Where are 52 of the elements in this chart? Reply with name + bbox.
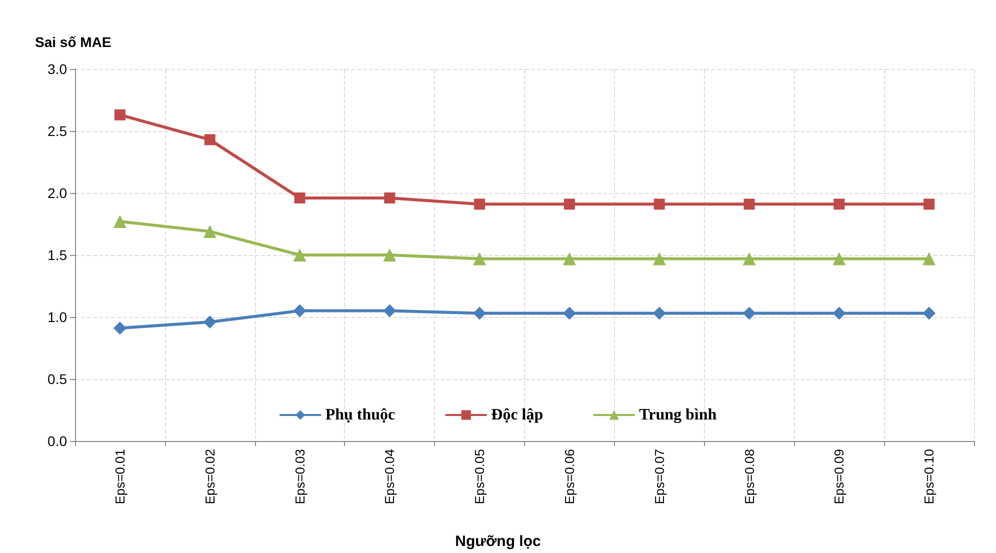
x-tick-label: Eps=0.09 bbox=[832, 449, 847, 504]
x-tick-label: Eps=0.05 bbox=[472, 449, 488, 504]
point bbox=[113, 215, 126, 228]
point bbox=[474, 198, 486, 210]
x-tick-label: Eps=0.10 bbox=[922, 449, 937, 504]
y-tick-label: 0.0 bbox=[48, 433, 68, 449]
legend-label: Phụ thuộc bbox=[325, 406, 396, 424]
point bbox=[562, 252, 576, 266]
point bbox=[294, 192, 306, 204]
x-tick-label: Eps=0.01 bbox=[112, 449, 128, 504]
point bbox=[834, 198, 845, 210]
point bbox=[204, 134, 216, 146]
point bbox=[742, 306, 756, 320]
point bbox=[742, 252, 756, 266]
point bbox=[293, 248, 306, 262]
point bbox=[922, 306, 936, 320]
x-axis-title: Ngưỡng lọc bbox=[455, 533, 541, 550]
point bbox=[744, 198, 755, 210]
point bbox=[654, 198, 665, 210]
y-tick-label: 0.5 bbox=[48, 371, 68, 387]
point bbox=[652, 252, 666, 266]
point bbox=[832, 252, 846, 266]
point bbox=[652, 306, 666, 320]
point bbox=[473, 252, 486, 266]
legend-label: Trung bình bbox=[639, 406, 717, 424]
point bbox=[924, 198, 935, 210]
x-tick-label: Eps=0.07 bbox=[652, 449, 667, 504]
y-tick-label: 2.5 bbox=[48, 123, 68, 139]
legend-label: Độc lập bbox=[491, 406, 544, 424]
y-axis-title: Sai số MAE bbox=[35, 34, 112, 50]
point bbox=[113, 322, 126, 335]
point bbox=[383, 248, 396, 262]
x-tick-label: Eps=0.02 bbox=[202, 449, 218, 504]
y-tick-label: 3.0 bbox=[48, 61, 68, 77]
x-tick-label: Eps=0.06 bbox=[562, 449, 577, 504]
point bbox=[564, 198, 575, 210]
y-tick-label: 1.5 bbox=[48, 247, 68, 263]
x-tick-label: Eps=0.03 bbox=[292, 449, 308, 504]
point bbox=[473, 306, 486, 320]
point bbox=[922, 252, 936, 266]
point bbox=[203, 224, 216, 238]
y-tick-label: 2.0 bbox=[48, 185, 68, 201]
point bbox=[383, 304, 396, 318]
point bbox=[384, 192, 396, 204]
point bbox=[114, 109, 126, 120]
point bbox=[293, 304, 306, 318]
point bbox=[562, 306, 576, 320]
y-tick-label: 1.0 bbox=[48, 309, 68, 325]
x-tick-label: Eps=0.08 bbox=[742, 449, 757, 504]
point bbox=[203, 315, 216, 328]
point bbox=[832, 306, 846, 320]
x-tick-label: Eps=0.04 bbox=[382, 449, 398, 504]
